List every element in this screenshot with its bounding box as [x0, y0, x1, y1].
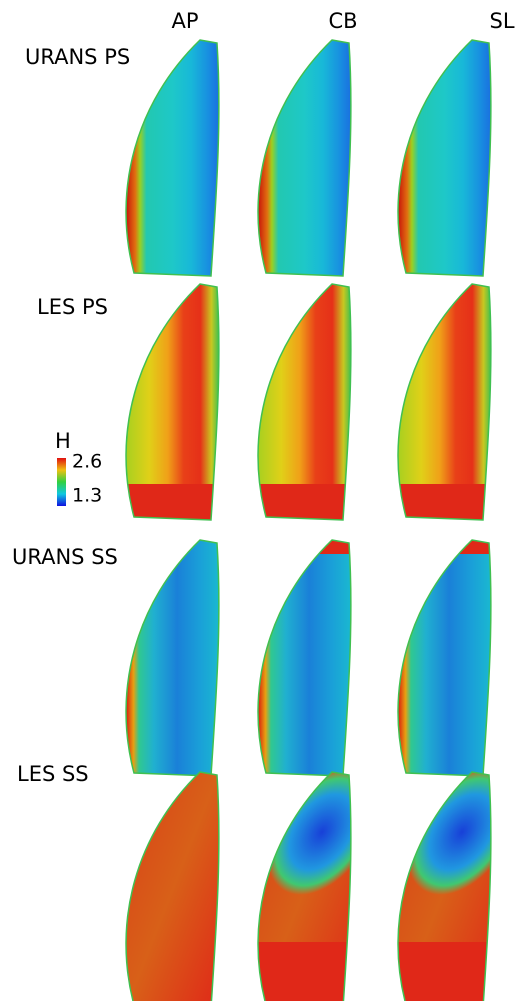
colorbar-tick: 1.3	[72, 485, 102, 507]
contour-panels	[125, 39, 492, 1005]
blade-detail	[126, 484, 219, 520]
blade-surface	[398, 540, 491, 776]
blade-surface	[126, 540, 219, 776]
blade-panel	[257, 283, 352, 521]
blade-detail	[126, 484, 219, 520]
row-label: URANS PS	[25, 45, 130, 69]
blade-panel	[397, 283, 492, 521]
colorbar-tick: 2.6	[72, 451, 102, 473]
colorbar	[57, 458, 66, 506]
blade-surface	[258, 40, 351, 276]
blade-panel	[257, 771, 352, 1005]
blade-surface	[398, 40, 491, 276]
blade-panel	[397, 539, 492, 777]
column-label: AP	[171, 9, 198, 33]
blade-panel	[125, 771, 220, 1005]
blade-detail	[398, 942, 491, 1005]
blade-surface	[126, 40, 219, 276]
blade-panel	[397, 771, 492, 1005]
blade-panel	[257, 39, 352, 277]
colorbar-label: H	[55, 429, 71, 453]
blade-detail	[398, 484, 491, 520]
row-label: LES SS	[17, 762, 89, 786]
blade-panel	[125, 283, 220, 521]
blade-detail	[258, 484, 351, 520]
blade-surface	[126, 772, 219, 1005]
row-label: LES PS	[37, 295, 108, 319]
blade-detail	[398, 484, 491, 520]
blade-panel	[125, 539, 220, 777]
row-label: URANS SS	[12, 545, 118, 569]
blade-detail	[258, 484, 351, 520]
column-label: SL	[489, 9, 514, 33]
column-label: CB	[328, 9, 357, 33]
blade-detail	[258, 942, 351, 1005]
blade-panel	[397, 39, 492, 277]
blade-detail	[398, 772, 491, 1005]
blade-panel	[257, 539, 352, 777]
blade-surface	[258, 540, 351, 776]
blade-panel	[125, 39, 220, 277]
